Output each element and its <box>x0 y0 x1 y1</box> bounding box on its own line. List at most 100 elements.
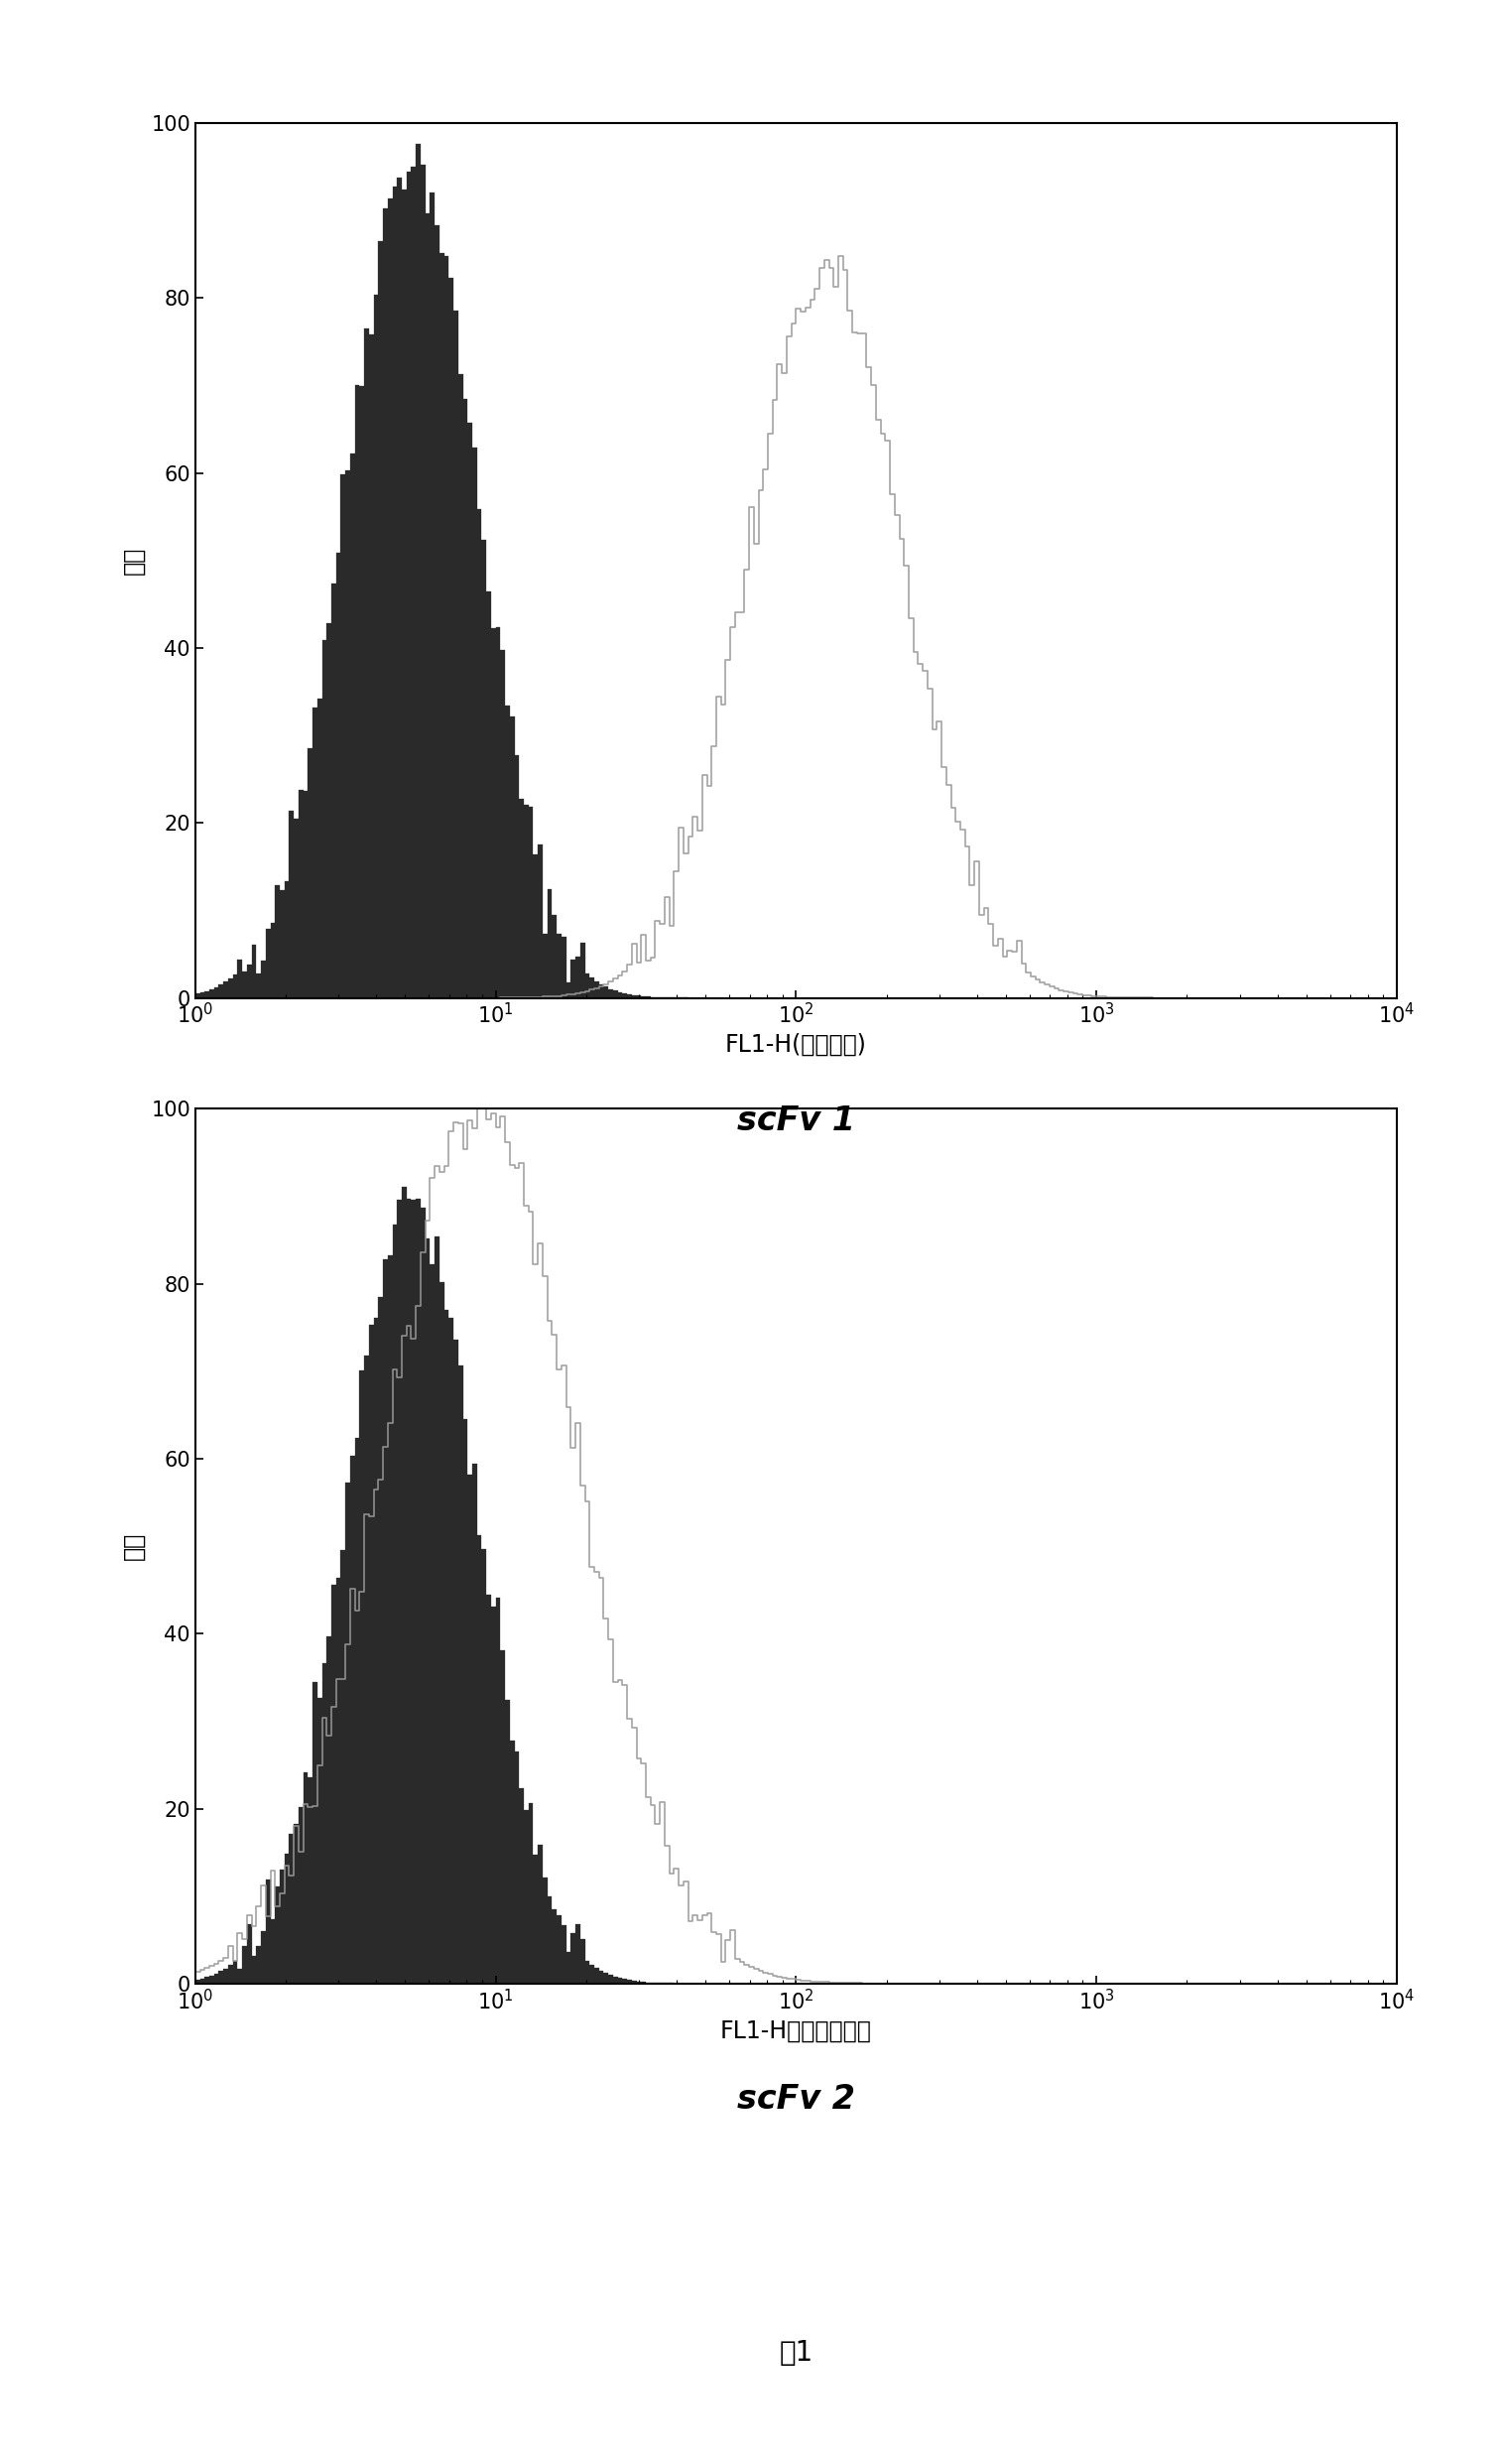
Bar <box>425 1239 430 1984</box>
Bar <box>407 1200 412 1984</box>
Bar <box>604 1974 608 1984</box>
Bar <box>562 936 566 998</box>
Bar <box>279 890 284 998</box>
Bar <box>308 1777 312 1984</box>
Bar <box>478 1535 482 1984</box>
Bar <box>379 241 383 998</box>
Bar <box>407 172 412 998</box>
Bar <box>589 978 595 998</box>
Bar <box>478 510 482 998</box>
Bar <box>312 1683 317 1984</box>
Bar <box>557 1915 562 1984</box>
Bar <box>336 1577 341 1984</box>
Bar <box>204 1976 209 1984</box>
Bar <box>332 584 336 998</box>
Bar <box>345 471 350 998</box>
Bar <box>505 1700 509 1984</box>
Y-axis label: 计数: 计数 <box>122 547 146 574</box>
Bar <box>425 214 430 998</box>
Bar <box>604 986 608 998</box>
Bar <box>397 177 403 998</box>
Bar <box>509 717 514 998</box>
Bar <box>288 811 294 998</box>
Bar <box>575 956 580 998</box>
Bar <box>233 1961 237 1984</box>
Bar <box>275 885 279 998</box>
Bar <box>412 168 416 998</box>
Bar <box>308 749 312 998</box>
Bar <box>379 1296 383 1984</box>
Bar <box>434 1237 440 1984</box>
Bar <box>562 1924 566 1984</box>
Bar <box>326 623 332 998</box>
Bar <box>388 200 392 998</box>
Bar <box>284 882 288 998</box>
Bar <box>613 1976 617 1984</box>
Bar <box>294 818 299 998</box>
Bar <box>514 1752 520 1984</box>
Bar <box>369 335 374 998</box>
Bar <box>200 1979 204 1984</box>
Bar <box>416 143 421 998</box>
Bar <box>242 971 246 998</box>
Bar <box>520 798 524 998</box>
Bar <box>237 1969 242 1984</box>
Bar <box>215 1974 219 1984</box>
Bar <box>487 1594 491 1984</box>
Bar <box>392 187 397 998</box>
Bar <box>195 1979 200 1984</box>
Bar <box>237 958 242 998</box>
Bar <box>326 1636 332 1984</box>
Text: scFv 1: scFv 1 <box>737 1104 855 1138</box>
Bar <box>228 1966 233 1984</box>
Bar <box>632 1981 637 1984</box>
Bar <box>458 1365 463 1984</box>
Bar <box>622 993 628 998</box>
Bar <box>467 1473 472 1984</box>
Bar <box>482 540 487 998</box>
Bar <box>354 384 359 998</box>
Bar <box>369 1326 374 1984</box>
Bar <box>571 1934 575 1984</box>
Bar <box>219 986 224 998</box>
Bar <box>467 424 472 998</box>
Bar <box>472 448 478 998</box>
Bar <box>463 1419 467 1984</box>
Bar <box>434 224 440 998</box>
Bar <box>266 1880 270 1984</box>
Bar <box>332 1584 336 1984</box>
Bar <box>403 190 407 998</box>
Bar <box>628 1981 632 1984</box>
Bar <box>520 1789 524 1984</box>
Bar <box>261 1932 266 1984</box>
Bar <box>571 958 575 998</box>
Bar <box>246 1924 252 1984</box>
Bar <box>542 934 547 998</box>
Text: scFv 2: scFv 2 <box>737 2082 855 2117</box>
Bar <box>496 626 500 998</box>
X-axis label: FL1-H(第一荧光): FL1-H(第一荧光) <box>725 1032 867 1057</box>
Bar <box>341 473 345 998</box>
Bar <box>266 929 270 998</box>
Bar <box>580 941 584 998</box>
Bar <box>445 1308 449 1984</box>
Bar <box>204 991 209 998</box>
Y-axis label: 计数: 计数 <box>122 1533 146 1560</box>
Bar <box>599 983 604 998</box>
Bar <box>496 1599 500 1984</box>
Bar <box>628 995 632 998</box>
Bar <box>575 1924 580 1984</box>
Bar <box>224 1969 228 1984</box>
Bar <box>317 1698 321 1984</box>
Bar <box>270 1919 275 1984</box>
Bar <box>514 756 520 998</box>
Bar <box>463 399 467 998</box>
Bar <box>345 1481 350 1984</box>
Bar <box>374 296 379 998</box>
Bar <box>430 1264 434 1984</box>
Bar <box>632 995 637 998</box>
Bar <box>209 988 215 998</box>
Bar <box>242 1947 246 1984</box>
Bar <box>252 1956 257 1984</box>
Bar <box>363 1355 369 1984</box>
